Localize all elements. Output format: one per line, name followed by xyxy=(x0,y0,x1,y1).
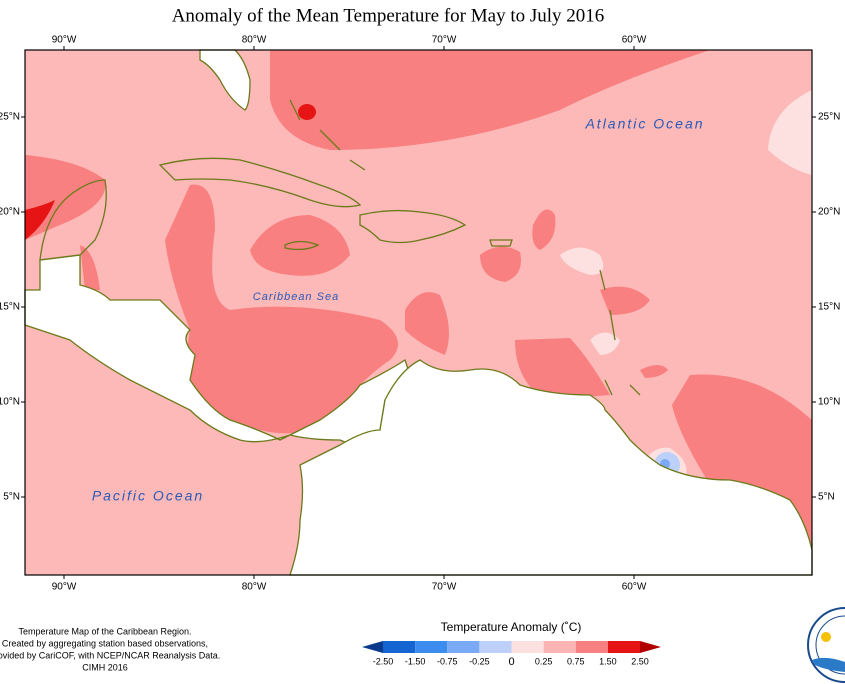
credit-line: Created by aggregating station based obs… xyxy=(2,638,208,648)
lat-label: 15°N xyxy=(818,302,840,313)
florida xyxy=(199,49,251,111)
legend-tick-label: 0.75 xyxy=(567,656,585,666)
anomaly-area xyxy=(480,246,521,282)
anomaly-area xyxy=(270,50,710,150)
legend-swatch xyxy=(362,641,383,653)
legend-tick-label: -0.25 xyxy=(469,656,490,666)
lat-label: 10°N xyxy=(818,397,840,408)
legend: -2.50 -1.50 -0.75 -0.25 0 0.25 0.75 1.50 2.50 xyxy=(362,641,661,668)
anomaly-area xyxy=(515,338,610,400)
place-label: Atlantic Ocean xyxy=(584,116,704,132)
anomaly-area xyxy=(165,184,398,434)
lat-label: 20°N xyxy=(0,207,20,218)
legend-swatch xyxy=(383,641,416,653)
lon-label: 90°W xyxy=(52,582,77,593)
lon-label: 80°W xyxy=(242,582,267,593)
anomaly-area xyxy=(590,332,620,355)
legend-tick-label: -0.75 xyxy=(437,656,458,666)
credit-line: CIMH 2016 xyxy=(82,662,128,672)
legend-tick-label: 0.25 xyxy=(535,656,553,666)
place-label: Caribbean Sea xyxy=(253,291,339,303)
anomaly-area xyxy=(80,245,100,290)
legend-swatch xyxy=(543,641,576,653)
hispaniola xyxy=(359,209,467,244)
puerto-rico xyxy=(489,239,513,247)
lat-label: 5°N xyxy=(3,492,20,503)
cuba xyxy=(158,157,362,208)
legend-title: Temperature Anomaly (˚C) xyxy=(441,620,582,634)
central-america xyxy=(24,254,411,444)
legend-swatch xyxy=(511,641,544,653)
legend-tick-label: 0 xyxy=(508,656,514,668)
graticule-labels: 90°W 90°W 80°W 80°W 70°W 70°W 60°W 60°W 25°N 25°N… xyxy=(0,35,840,593)
anomaly-area xyxy=(25,200,55,240)
jamaica xyxy=(284,240,320,251)
anomaly-area xyxy=(250,215,350,276)
legend-swatch xyxy=(447,641,480,653)
legend-swatch xyxy=(575,641,608,653)
legend-tick-label: 2.50 xyxy=(631,656,649,666)
lon-label: 60°W xyxy=(622,582,647,593)
lat-label: 20°N xyxy=(818,207,840,218)
yucatan xyxy=(39,179,107,261)
legend-tick-label: -1.50 xyxy=(405,656,426,666)
anomaly-area xyxy=(768,90,812,175)
lat-label: 5°N xyxy=(818,492,835,503)
anomaly-area xyxy=(560,247,604,275)
logo xyxy=(807,607,845,683)
lon-label: 90°W xyxy=(52,35,77,46)
anomaly-area xyxy=(532,209,556,250)
lon-label: 70°W xyxy=(432,35,457,46)
anomaly-area xyxy=(640,365,668,378)
credit-line: Temperature Map of the Caribbean Region. xyxy=(18,626,191,636)
legend-swatch xyxy=(415,641,448,653)
legend-swatch xyxy=(607,641,640,653)
lat-label: 15°N xyxy=(0,302,20,313)
anomaly-area xyxy=(600,286,650,315)
south-america xyxy=(289,359,813,576)
legend-swatch xyxy=(640,641,661,653)
lat-label: 10°N xyxy=(0,397,20,408)
anomaly-area xyxy=(298,104,316,120)
lon-label: 70°W xyxy=(432,582,457,593)
lon-label: 80°W xyxy=(242,35,267,46)
legend-swatch xyxy=(479,641,512,653)
legend-tick-label: -2.50 xyxy=(373,656,394,666)
lon-label: 60°W xyxy=(622,35,647,46)
place-label: Pacific Ocean xyxy=(92,488,204,504)
legend-tick-label: 1.50 xyxy=(599,656,617,666)
anomaly-area xyxy=(405,292,449,355)
lat-label: 25°N xyxy=(818,112,840,123)
lat-label: 25°N xyxy=(0,112,20,123)
map xyxy=(24,49,813,576)
islands xyxy=(289,99,641,396)
map-frame xyxy=(24,49,813,576)
title: Anomaly of the Mean Temperature for May … xyxy=(172,5,605,26)
credits: Temperature Map of the Caribbean Region.… xyxy=(0,626,220,672)
credit-line: provided by CariCOF, with NCEP/NCAR Rean… xyxy=(0,650,220,660)
